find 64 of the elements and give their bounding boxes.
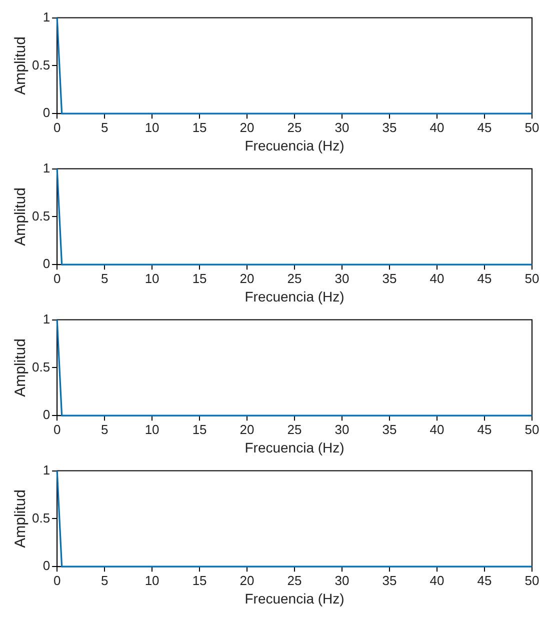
x-tick-label: 5 — [100, 270, 108, 286]
y-axis-title: Amplitud — [12, 338, 30, 397]
x-tick-label: 25 — [287, 422, 302, 437]
x-tick-label: 0 — [53, 572, 61, 588]
x-tick-label: 5 — [100, 572, 108, 588]
y-tick-label: 0 — [42, 105, 50, 120]
x-tick-label: 15 — [192, 572, 207, 588]
y-axis-title: Amplitud — [12, 490, 30, 548]
x-axis-title: Frecuencia (Hz) — [244, 288, 344, 304]
y-tick-label: 0.5 — [32, 208, 50, 224]
x-tick-label: 10 — [144, 120, 160, 135]
x-tick-label: 20 — [240, 422, 254, 437]
x-tick-label: 25 — [287, 120, 302, 135]
y-tick-label: 1 — [42, 462, 50, 478]
x-tick-label: 40 — [430, 120, 444, 135]
x-tick-label: 45 — [477, 422, 492, 437]
x-axis-title: Frecuencia (Hz) — [244, 439, 344, 456]
x-tick-label: 25 — [287, 572, 302, 588]
x-tick-label: 35 — [382, 120, 397, 135]
y-tick-label: 0 — [42, 558, 50, 574]
y-tick-label: 1 — [42, 160, 50, 176]
x-tick-label: 45 — [477, 572, 492, 588]
x-tick-label: 0 — [53, 270, 61, 286]
x-tick-label: 10 — [144, 572, 160, 588]
x-tick-label: 45 — [477, 270, 492, 286]
x-tick-label: 0 — [53, 422, 61, 437]
x-tick-label: 35 — [382, 572, 397, 588]
x-tick-label: 30 — [334, 270, 350, 286]
x-tick-label: 15 — [192, 270, 207, 286]
x-tick-label: 35 — [382, 422, 397, 437]
x-tick-label: 40 — [430, 572, 444, 588]
x-tick-label: 15 — [192, 120, 207, 135]
x-axis-title: Frecuencia (Hz) — [244, 137, 344, 154]
x-tick-label: 50 — [524, 270, 540, 286]
x-tick-label: 40 — [430, 270, 444, 286]
x-tick-label: 50 — [524, 422, 540, 437]
x-tick-label: 10 — [144, 270, 160, 286]
x-axis-title: Frecuencia (Hz) — [244, 590, 344, 606]
y-axis-title: Amplitud — [12, 188, 30, 246]
y-tick-label: 1 — [42, 311, 50, 326]
y-tick-label: 0.5 — [32, 359, 50, 374]
x-tick-label: 15 — [192, 422, 207, 437]
y-axis-title: Amplitud — [12, 36, 30, 95]
x-tick-label: 5 — [100, 422, 108, 437]
y-tick-label: 0 — [42, 407, 50, 422]
x-tick-label: 5 — [100, 120, 108, 135]
x-tick-label: 50 — [524, 120, 540, 135]
x-tick-label: 0 — [53, 120, 61, 135]
y-tick-label: 0.5 — [32, 57, 50, 72]
x-tick-label: 20 — [240, 270, 254, 286]
x-tick-label: 10 — [144, 422, 160, 437]
x-tick-label: 40 — [430, 422, 444, 437]
x-tick-label: 45 — [477, 120, 492, 135]
x-tick-label: 30 — [334, 572, 350, 588]
x-tick-label: 25 — [287, 270, 302, 286]
x-tick-label: 50 — [524, 572, 540, 588]
x-tick-label: 30 — [334, 422, 350, 437]
x-tick-label: 35 — [382, 270, 397, 286]
x-tick-label: 30 — [334, 120, 350, 135]
x-tick-label: 20 — [240, 572, 254, 588]
y-tick-label: 0 — [42, 256, 50, 272]
x-tick-label: 20 — [240, 120, 254, 135]
y-tick-label: 0.5 — [32, 510, 50, 526]
y-tick-label: 1 — [42, 9, 50, 24]
